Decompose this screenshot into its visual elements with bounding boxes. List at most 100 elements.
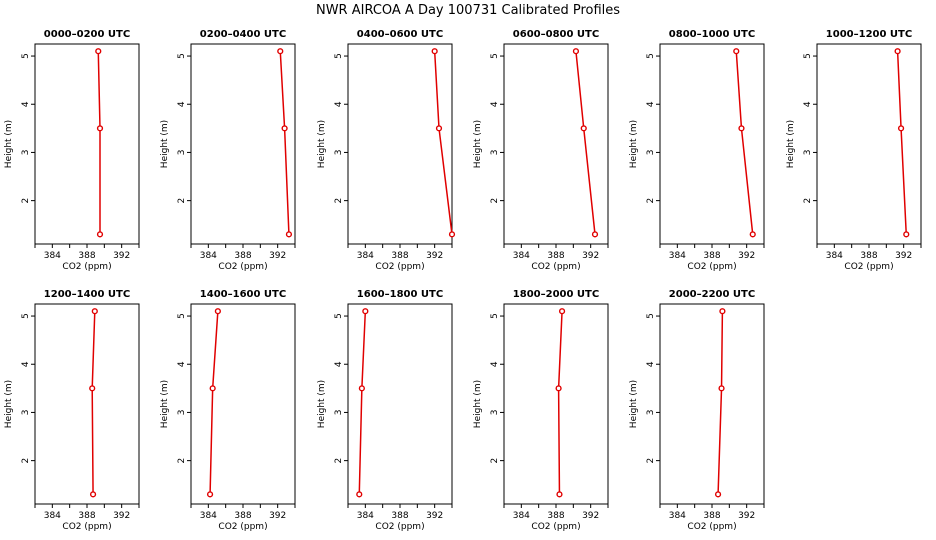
x-tick-label: 388 [78,511,95,521]
data-point [719,308,726,315]
data-point [91,308,98,315]
y-axis-label: Height (m) [317,380,327,428]
y-tick-label: 4 [490,101,500,107]
panel-3: 0600–0800 UTC 384 388 392 2 3 4 5 CO2 (ppm) Heigh… [473,29,609,272]
profile-line [735,51,754,235]
y-axis-label: Height (m) [473,120,483,168]
x-tick-label: 384 [826,251,843,261]
x-axis-label: CO2 (ppm) [531,522,580,532]
data-point [738,125,745,132]
y-tick-label: 5 [334,313,344,319]
data-point [580,125,587,132]
y-tick-label: 2 [334,458,344,464]
x-axis-label: CO2 (ppm) [375,262,424,272]
panel-title: 1400–1600 UTC [200,289,286,300]
data-point [897,125,905,132]
data-point [448,231,456,238]
data-point [89,491,97,498]
y-axis-label: Height (m) [4,380,14,428]
y-tick-label: 4 [490,361,500,367]
x-axis-label: CO2 (ppm) [687,262,736,272]
panel-10: 2000–2200 UTC 384 388 392 2 3 4 5 CO2 (ppm) Heigh… [629,289,765,532]
x-tick-label: 392 [113,251,130,261]
x-tick-label: 392 [269,251,286,261]
panel-title: 1800–2000 UTC [513,289,599,300]
x-tick-label: 392 [738,251,755,261]
y-tick-label: 5 [803,53,813,59]
panel-title: 1200–1400 UTC [44,289,130,300]
y-axis-label: Height (m) [160,380,170,428]
data-point [572,48,580,55]
y-tick-label: 4 [21,361,31,367]
x-tick-label: 384 [357,251,374,261]
panel-1: 0200–0400 UTC 384 388 392 2 3 4 5 CO2 (ppm) Heigh… [160,29,296,272]
plot-frame [659,303,765,505]
y-tick-label: 4 [334,101,344,107]
plot-frame [34,303,140,505]
data-point [95,48,102,55]
data-point [362,308,369,315]
y-tick-label: 5 [21,53,31,59]
x-tick-label: 384 [669,511,686,521]
data-point [714,491,722,498]
y-tick-label: 5 [177,313,187,319]
data-point [733,48,740,55]
y-tick-label: 2 [177,198,187,204]
data-point [356,491,363,498]
panel-title: 0000–0200 UTC [44,29,130,40]
x-tick-label: 384 [200,511,217,521]
y-tick-label: 4 [646,361,656,367]
profile-line [433,51,453,235]
y-tick-label: 4 [21,101,31,107]
profile-line [97,51,101,235]
data-point [591,231,599,238]
plot-frame [503,303,609,505]
x-tick-label: 388 [547,251,564,261]
x-tick-label: 392 [738,511,755,521]
y-tick-label: 3 [803,150,813,156]
x-tick-label: 388 [860,251,877,261]
y-tick-label: 5 [21,313,31,319]
panel-9: 1800–2000 UTC 384 388 392 2 3 4 5 CO2 (ppm) Heigh… [473,289,609,532]
x-tick-label: 388 [703,511,720,521]
y-tick-label: 2 [646,458,656,464]
profile-line [557,311,563,495]
x-tick-label: 384 [200,251,217,261]
x-axis-label: CO2 (ppm) [62,262,111,272]
data-point [903,231,910,238]
panel-title: 0600–0800 UTC [513,29,599,40]
profile-line [91,311,96,495]
x-tick-label: 384 [44,251,61,261]
x-tick-label: 392 [426,511,443,521]
panel-6: 1200–1400 UTC 384 388 392 2 3 4 5 CO2 (ppm) Heigh… [4,289,140,532]
panel-title: 1000–1200 UTC [826,29,912,40]
y-tick-label: 3 [21,410,31,416]
y-axis-label: Height (m) [629,120,639,168]
profile-line [279,51,290,235]
x-axis-label: CO2 (ppm) [218,262,267,272]
y-axis-label: Height (m) [629,380,639,428]
y-tick-label: 5 [177,53,187,59]
panel-2: 0400–0600 UTC 384 388 392 2 3 4 5 CO2 (ppm) Heigh… [317,29,456,272]
y-axis-label: Height (m) [4,120,14,168]
x-axis-label: CO2 (ppm) [62,522,111,532]
x-axis-label: CO2 (ppm) [531,262,580,272]
x-axis-label: CO2 (ppm) [375,522,424,532]
profile-line [717,311,724,495]
data-point [555,385,562,392]
y-tick-label: 5 [490,313,500,319]
y-tick-label: 3 [334,410,344,416]
y-tick-label: 4 [646,101,656,107]
y-tick-label: 2 [334,198,344,204]
panel-title: 2000–2200 UTC [669,289,755,300]
data-point [214,308,221,315]
panel-7: 1400–1600 UTC 384 388 392 2 3 4 5 CO2 (ppm) Heigh… [160,289,296,532]
plot-frame [190,43,296,245]
y-tick-label: 3 [646,150,656,156]
profile-line [358,311,367,495]
data-point [358,385,365,392]
data-point [435,125,443,132]
x-axis-label: CO2 (ppm) [218,522,267,532]
panel-5: 1000–1200 UTC 384 388 392 2 3 4 5 CO2 (ppm) Heigh… [786,29,922,272]
y-tick-label: 2 [177,458,187,464]
